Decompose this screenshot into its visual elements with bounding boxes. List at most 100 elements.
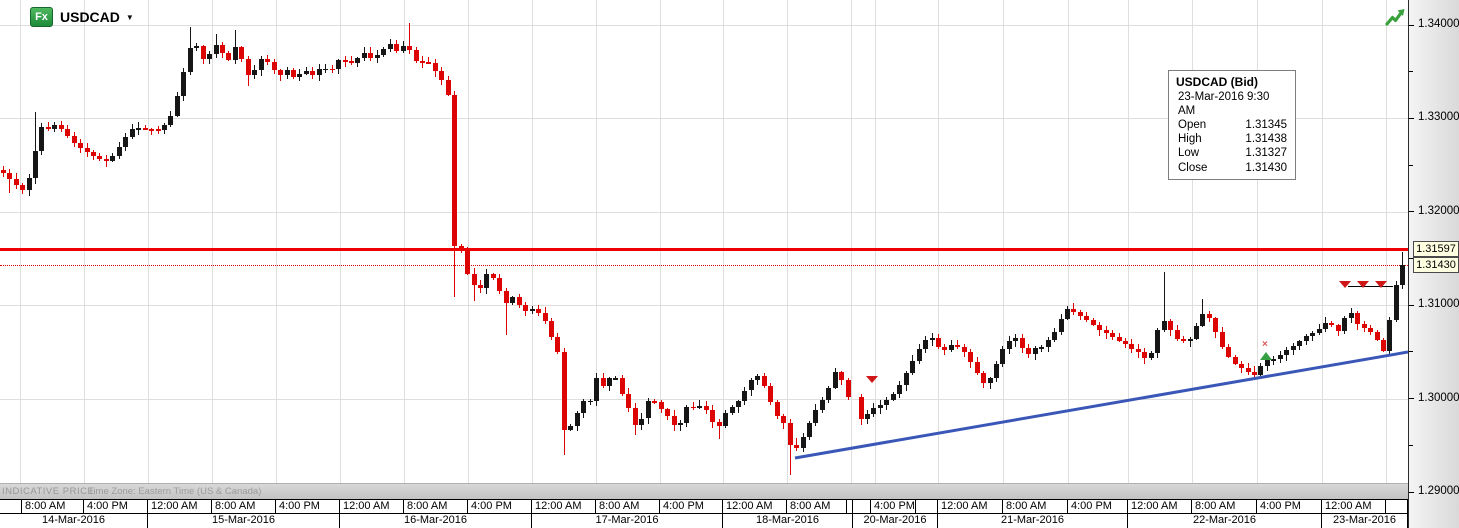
candle xyxy=(935,337,941,347)
candle xyxy=(1284,350,1290,355)
grid-line-v xyxy=(404,0,405,483)
candle xyxy=(1206,314,1212,318)
candle xyxy=(1090,319,1096,326)
current-price-dotted-line[interactable] xyxy=(0,265,1408,266)
ohlc-tooltip: USDCAD (Bid) 23-Mar-2016 9:30 AM Open 1.3… xyxy=(1168,70,1296,180)
candle xyxy=(58,124,64,130)
trend-arrow-icon[interactable] xyxy=(1385,8,1405,28)
candle xyxy=(832,372,838,389)
candle xyxy=(484,274,490,288)
candle xyxy=(548,321,554,338)
candle xyxy=(1277,354,1283,360)
candle xyxy=(465,247,471,274)
candle xyxy=(129,129,135,137)
candle xyxy=(7,172,13,179)
candle xyxy=(1097,325,1103,330)
candle xyxy=(110,155,116,161)
candle xyxy=(639,418,645,426)
candle xyxy=(1387,319,1393,351)
candle xyxy=(613,377,619,380)
candle xyxy=(161,125,167,131)
grid-line-v xyxy=(938,0,939,483)
candle-wick xyxy=(679,419,681,431)
candle xyxy=(742,390,748,402)
candle xyxy=(871,407,877,414)
time-cell: 12:00 AM xyxy=(532,500,596,513)
candle xyxy=(1103,329,1109,334)
date-cell: 14-Mar-2016 xyxy=(0,514,148,528)
candle xyxy=(407,45,413,50)
candle xyxy=(1045,340,1051,347)
horizontal-alert-line[interactable] xyxy=(0,248,1408,252)
candle xyxy=(1213,317,1219,333)
candle xyxy=(232,47,238,60)
candle xyxy=(948,345,954,351)
candle xyxy=(1168,320,1174,331)
candle xyxy=(213,44,219,55)
price-axis[interactable]: 1.34000 1.33000 1.32000 1.31000 1.30000 1.290… xyxy=(1408,0,1459,528)
candle xyxy=(736,401,741,407)
candle xyxy=(645,401,651,419)
candle xyxy=(781,415,787,424)
candle xyxy=(445,80,451,96)
time-axis: 8:00 AM 4:00 PM 12:00 AM 8:00 AM 4:00 PM 12:0… xyxy=(0,499,1408,514)
candle xyxy=(1052,332,1058,341)
price-tick-label: 1.33000 xyxy=(1418,111,1459,124)
candle xyxy=(974,361,980,373)
time-cell: 8:00 AM xyxy=(22,500,84,513)
price-minor-tick xyxy=(1409,444,1413,446)
candle xyxy=(658,402,664,409)
candle xyxy=(1200,314,1206,327)
candle xyxy=(587,400,593,403)
candle xyxy=(845,379,851,398)
candle xyxy=(619,377,625,394)
grid-line-v xyxy=(20,0,21,483)
candle xyxy=(632,407,638,426)
tooltip-low-row: Low 1.31327 xyxy=(1178,147,1287,160)
price-tick xyxy=(1409,117,1414,119)
tooltip-timestamp: 23-Mar-2016 9:30 AM xyxy=(1178,91,1270,117)
candle xyxy=(26,178,32,191)
candle xyxy=(168,115,174,126)
time-cell: 12:00 AM xyxy=(340,500,404,513)
grid-line-v xyxy=(596,0,597,483)
candle xyxy=(1148,352,1154,359)
sell-marker-icon xyxy=(1375,280,1387,288)
sell-marker-icon xyxy=(1339,280,1351,288)
candle xyxy=(510,297,516,304)
candle-wick xyxy=(144,124,146,131)
candle xyxy=(813,409,819,424)
time-cell: 12:00 AM xyxy=(1322,500,1386,513)
symbol-selector[interactable]: Fx USDCAD ▼ xyxy=(30,7,134,27)
time-cell: 4:00 PM xyxy=(276,500,340,513)
price-tick xyxy=(1409,398,1414,400)
candle xyxy=(1006,341,1012,349)
candle xyxy=(826,388,832,401)
candle xyxy=(994,363,999,378)
candle xyxy=(839,372,845,380)
candle xyxy=(1219,332,1225,347)
candle xyxy=(1129,344,1135,349)
candle xyxy=(32,150,38,179)
price-tick xyxy=(1409,24,1414,26)
candle xyxy=(916,349,922,361)
grid-line-v xyxy=(875,0,876,483)
candle xyxy=(768,386,774,403)
candle xyxy=(13,178,19,185)
price-tick xyxy=(1409,304,1414,306)
candle xyxy=(78,142,84,148)
candle xyxy=(529,309,535,312)
candle xyxy=(1039,346,1045,349)
candle xyxy=(710,410,716,423)
grid-line-v xyxy=(1257,0,1258,483)
candle-wick xyxy=(789,419,791,476)
candle xyxy=(413,49,419,62)
candle xyxy=(194,46,200,48)
candle-wick xyxy=(34,111,36,184)
grid-line-v xyxy=(468,0,469,483)
candle xyxy=(748,379,754,391)
order-line xyxy=(1348,286,1393,287)
candle xyxy=(652,401,658,403)
candle xyxy=(20,184,26,191)
